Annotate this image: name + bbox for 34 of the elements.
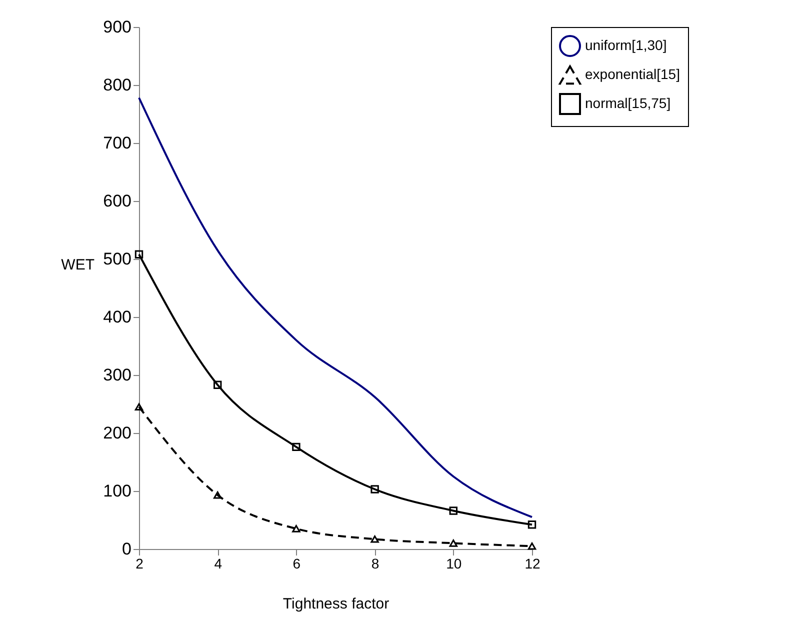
x-tick-label: 10	[446, 556, 462, 572]
point	[134, 250, 144, 258]
point	[370, 485, 379, 494]
x-tick-label: 4	[214, 556, 222, 572]
y-tick-label: 400	[103, 308, 132, 326]
y-tick-label: 800	[103, 76, 132, 94]
y-tick-label: 100	[103, 482, 132, 500]
y-tick-label: 200	[103, 424, 132, 442]
point	[213, 380, 222, 389]
x-axis-title: Tightness factor	[282, 596, 390, 612]
point	[528, 542, 536, 550]
x-tick-label: 12	[524, 556, 540, 572]
x-tick-label: 8	[371, 556, 380, 572]
point	[213, 491, 222, 499]
point	[370, 535, 379, 543]
y-tick-label: 700	[103, 134, 132, 152]
point	[292, 525, 300, 532]
point	[134, 403, 144, 411]
point	[449, 506, 458, 515]
legend-label: uniform[1,30]	[585, 37, 667, 53]
y-tick-label: 600	[103, 192, 132, 210]
y-tick-label: 300	[103, 366, 132, 384]
y-axis-title: WET	[61, 256, 94, 274]
y-tick-label: 500	[103, 250, 132, 268]
point	[449, 540, 458, 547]
line-series	[138, 96, 533, 518]
x-tick-label: 6	[292, 556, 301, 572]
x-tick-label: 2	[136, 556, 144, 572]
legend-label: normal[15,75]	[585, 95, 671, 111]
y-tick-label: 0	[122, 540, 132, 558]
point	[528, 520, 536, 529]
legend-label: exponential[15]	[585, 66, 680, 82]
y-tick-label: 900	[103, 18, 132, 36]
point	[292, 442, 300, 452]
